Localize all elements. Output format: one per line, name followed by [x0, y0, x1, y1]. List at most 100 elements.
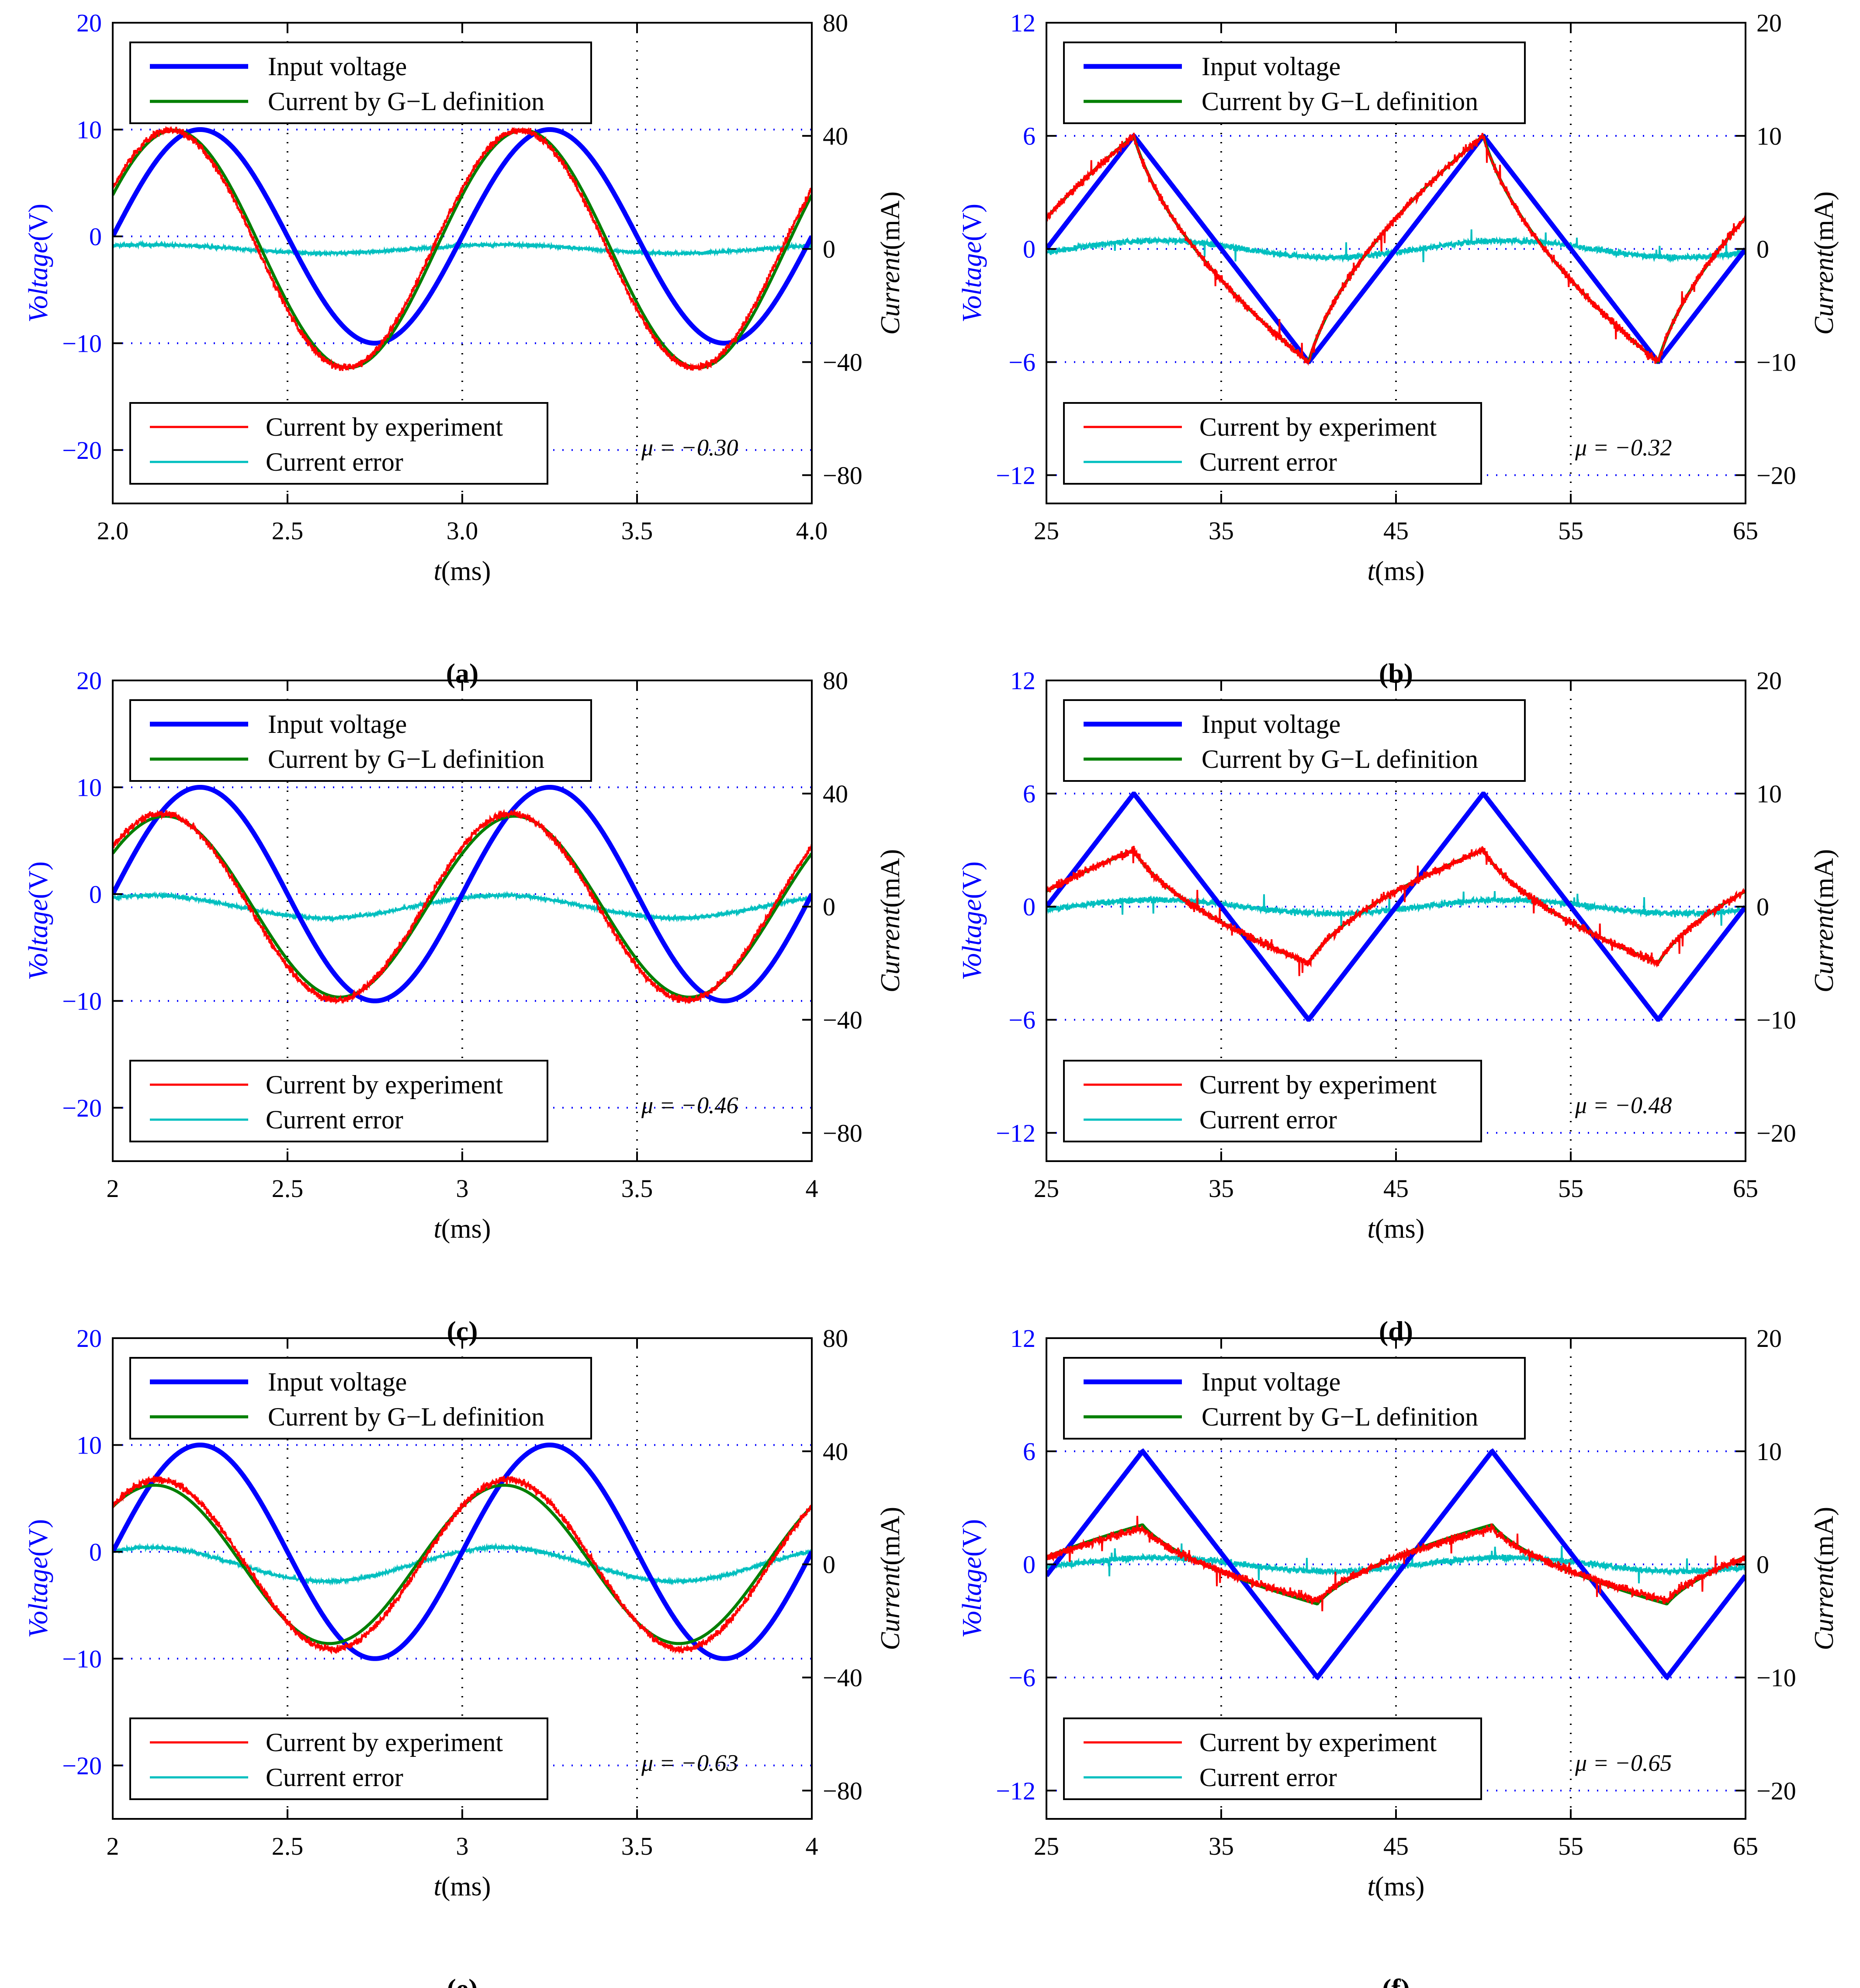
x-tick-label: 35 [1209, 1832, 1234, 1860]
y-right-tick-label: 40 [823, 122, 848, 150]
x-tick-label: 3.5 [621, 1174, 653, 1203]
x-tick-label: 2.5 [272, 517, 304, 545]
x-tick-label: 3.5 [621, 1832, 653, 1860]
legend-label-gl: Current by G−L definition [1202, 87, 1478, 116]
y-left-tick-label: 0 [89, 1538, 102, 1566]
y-right-tick-label: −20 [1756, 461, 1796, 489]
y-left-tick-label: 12 [1010, 1324, 1036, 1353]
legend-label-voltage: Input voltage [268, 52, 407, 81]
y-left-tick-label: 12 [1010, 9, 1036, 37]
y-right-tick-label: −20 [1756, 1119, 1796, 1147]
y-right-tick-label: 10 [1756, 780, 1782, 808]
legend-label-experiment: Current by experiment [1199, 413, 1437, 441]
series-current-experiment [1046, 846, 1746, 976]
legend-label-error: Current error [1199, 1763, 1337, 1792]
mu-annotation: μ = −0.46 [641, 1092, 738, 1118]
x-axis-label: t(ms) [1368, 1214, 1425, 1244]
y-left-tick-label: −10 [62, 987, 102, 1015]
y-left-tick-label: 0 [89, 222, 102, 251]
series-input-voltage [113, 785, 812, 1003]
y-left-tick-label: −20 [62, 1752, 102, 1780]
y-right-tick-label: 20 [1756, 1324, 1782, 1353]
y-right-tick-label: −10 [1756, 348, 1796, 376]
legend-label-error: Current error [266, 1105, 403, 1134]
y-right-tick-label: 40 [823, 780, 848, 808]
legend-bottom: Current by experiment Current error [1063, 1060, 1482, 1142]
series-input-voltage [1046, 1448, 1746, 1681]
y-right-axis-label: Current(mA) [1809, 849, 1839, 992]
legend-top: Input voltage Current by G−L definition [1063, 42, 1526, 124]
legend-bottom: Current by experiment Current error [1063, 402, 1482, 485]
chart-panel: 25 35 45 55 65 12 6 0 −6 −12 20 10 0 −10 −20 t(ms) Volta… [957, 666, 1839, 1346]
legend-top: Input voltage Current by G−L definition [129, 42, 592, 124]
legend-label-experiment: Current by experiment [266, 1070, 503, 1099]
x-tick-label: 3.0 [447, 517, 478, 545]
y-right-tick-label: −80 [823, 1119, 862, 1147]
legend-label-experiment: Current by experiment [266, 1728, 503, 1757]
x-tick-label: 65 [1733, 517, 1758, 545]
y-left-tick-label: −6 [1008, 1663, 1036, 1692]
y-right-tick-label: 40 [823, 1437, 848, 1466]
x-tick-label: 3 [456, 1832, 469, 1860]
y-left-tick-label: −20 [62, 436, 102, 465]
y-right-tick-label: −10 [1756, 1663, 1796, 1692]
x-tick-label: 25 [1034, 1832, 1059, 1860]
x-tick-label: 55 [1558, 1174, 1583, 1203]
chart-panel: 2 2.5 3 3.5 4 20 10 0 −10 −20 80 40 0 −40 −80 t(ms) Volt… [24, 666, 905, 1346]
legend-label-gl: Current by G−L definition [268, 1402, 544, 1431]
panel-caption: (e) [447, 1973, 478, 1988]
y-left-axis-label: Voltage(V) [24, 1519, 53, 1638]
x-tick-label: 2.0 [97, 517, 129, 545]
x-tick-label: 55 [1558, 1832, 1583, 1860]
legend-label-gl: Current by G−L definition [1202, 745, 1478, 774]
legend-label-voltage: Input voltage [1202, 1367, 1340, 1396]
series-input-voltage [113, 127, 812, 346]
y-right-tick-label: 0 [1756, 1551, 1769, 1579]
legend-label-voltage: Input voltage [1202, 52, 1340, 81]
y-left-tick-label: 10 [76, 1431, 102, 1459]
series-current-error [113, 239, 812, 258]
x-axis-label: t(ms) [434, 1214, 491, 1244]
series-current-experiment [113, 1475, 812, 1655]
y-left-axis-label: Voltage(V) [957, 861, 987, 980]
x-tick-label: 2 [107, 1174, 119, 1203]
legend-label-experiment: Current by experiment [266, 413, 503, 441]
legend-bottom: Current by experiment Current error [129, 1060, 548, 1142]
y-right-tick-label: −10 [1756, 1006, 1796, 1034]
series-current-error [1046, 1543, 1746, 1584]
x-tick-label: 45 [1383, 1832, 1409, 1860]
x-tick-label: 3 [456, 1174, 469, 1203]
legend-label-gl: Current by G−L definition [1202, 1402, 1478, 1431]
x-tick-label: 65 [1733, 1832, 1758, 1860]
y-left-tick-label: 6 [1023, 780, 1036, 808]
x-axis-label: t(ms) [1368, 1872, 1425, 1901]
chart-panel: 25 35 45 55 65 12 6 0 −6 −12 20 10 0 −10 −20 t(ms) Volta… [957, 9, 1839, 689]
y-left-tick-label: 6 [1023, 122, 1036, 150]
legend-top: Input voltage Current by G−L definition [1063, 1357, 1526, 1440]
x-tick-label: 4 [806, 1832, 818, 1860]
legend-label-error: Current error [1199, 1105, 1337, 1134]
y-left-axis-label: Voltage(V) [957, 204, 987, 323]
x-tick-label: 55 [1558, 517, 1583, 545]
panel-caption: (f) [1382, 1973, 1410, 1988]
legend-label-experiment: Current by experiment [1199, 1070, 1437, 1099]
y-left-tick-label: −20 [62, 1094, 102, 1122]
legend-top: Input voltage Current by G−L definition [1063, 699, 1526, 782]
y-right-axis-label: Current(mA) [1809, 191, 1839, 335]
y-left-tick-label: 0 [1023, 893, 1036, 921]
y-right-tick-label: 0 [1756, 235, 1769, 264]
y-left-tick-label: 20 [76, 666, 102, 695]
mu-annotation: μ = −0.63 [641, 1750, 738, 1776]
x-tick-label: 35 [1209, 1174, 1234, 1203]
x-axis-label: t(ms) [434, 556, 491, 586]
legend-label-voltage: Input voltage [268, 710, 407, 739]
y-left-tick-label: −6 [1008, 1006, 1036, 1034]
y-right-tick-label: 80 [823, 9, 848, 37]
x-tick-label: 2.5 [272, 1832, 304, 1860]
x-tick-label: 35 [1209, 517, 1234, 545]
y-right-tick-label: 80 [823, 666, 848, 695]
x-tick-label: 2.5 [272, 1174, 304, 1203]
x-tick-label: 65 [1733, 1174, 1758, 1203]
legend-bottom: Current by experiment Current error [129, 1717, 548, 1800]
